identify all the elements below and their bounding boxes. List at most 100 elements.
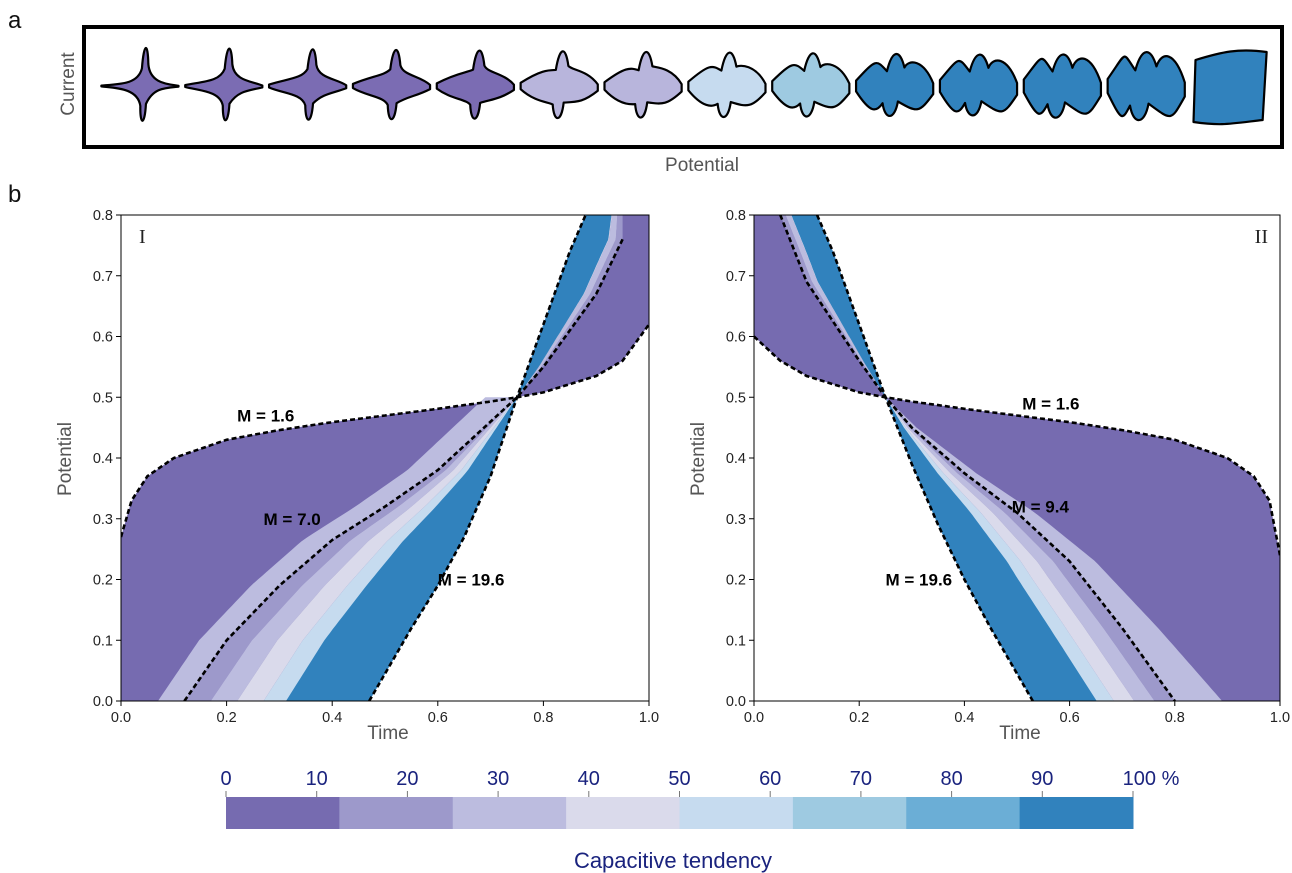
band-lower [885,397,1175,701]
colorbar-tick-label: 0 [220,768,231,790]
x-tick-label: 0.2 [217,710,237,726]
panel-a-y-label: Current [58,52,79,116]
y-tick-label: 0.2 [726,573,746,589]
cv-shape [267,48,348,121]
y-tick-label: 0.6 [726,330,746,346]
y-tick-label: 0.2 [93,573,113,589]
band-lower [885,397,1135,701]
colorbar-segment [906,797,1021,829]
x-tick-label: 1.0 [1270,710,1290,726]
colorbar-tick-label: 10 [306,768,328,790]
colorbar-segment [679,797,794,829]
cv-shape [351,48,432,121]
y-axis-label: Potential [55,422,76,496]
colorbar-tick-label: 100 % [1123,768,1180,790]
cv-shape [435,49,516,120]
x-axis-label: Time [999,723,1041,744]
panel-roman-label: II [1255,226,1268,248]
y-axis-label: Potential [688,422,709,496]
colorbar-segment [226,797,340,829]
band-core-upper [517,215,612,398]
colorbar-segment [792,797,907,829]
band-upper [780,215,886,398]
colorbar-tick-label: 30 [487,768,509,790]
cv-shape [1022,53,1103,119]
cv-shape [771,52,851,118]
cv-shape [1192,49,1268,126]
colorbar-tick-label: 90 [1031,768,1053,790]
y-tick-label: 0.1 [726,633,746,649]
x-tick-label: 0.2 [849,710,869,726]
series-line-2 [183,238,624,701]
band-lower [885,397,1114,701]
band-lower [210,397,518,701]
cv-shape [603,50,683,119]
curve-label: M = 19.6 [438,571,505,590]
region-purple-lower [885,397,1280,701]
cv-shape [1106,51,1186,122]
panel-a-letter: a [8,7,22,34]
y-tick-label: 0.4 [726,451,746,467]
colorbar-segment [339,797,454,829]
y-tick-label: 0.8 [93,208,113,224]
series-line-1 [754,335,1280,556]
series-line-3 [368,215,587,701]
x-tick-label: 0.8 [1165,710,1185,726]
series-line-2 [779,215,1176,701]
band-lower [263,397,517,701]
colorbar-segment [1019,797,1134,829]
y-tick-label: 0.5 [726,390,746,406]
colorbar-title: Capacitive tendency [574,848,772,873]
x-tick-label: 1.0 [639,710,659,726]
panel-a-x-label: Potential [665,155,739,176]
band-lower [184,397,517,701]
y-tick-label: 0.3 [93,512,113,528]
y-tick-label: 0.3 [726,512,746,528]
plot-area [754,215,1280,701]
colorbar-tick-label: 80 [940,768,962,790]
panel-b-letter: b [8,181,21,208]
x-tick-label: 0.0 [744,710,764,726]
x-tick-label: 0.0 [111,710,131,726]
x-axis-label: Time [367,723,409,744]
y-tick-label: 0.5 [93,390,113,406]
band-core-lower [885,397,1097,701]
panel-roman-label: I [139,226,146,248]
curve-label: M = 7.0 [264,510,321,529]
band-core-upper [791,215,886,398]
cv-shape [687,51,767,119]
y-tick-label: 0.0 [726,694,746,710]
colorbar-segment [452,797,567,829]
colorbar-tick-label: 60 [759,768,781,790]
cv-shapes-row [100,46,1268,126]
band-lower [237,397,517,701]
series-line-1 [121,323,649,538]
x-tick-label: 0.6 [1060,710,1080,726]
curve-label: M = 9.4 [1012,498,1070,517]
cv-shape [100,46,180,122]
cv-shape [184,47,264,122]
panel-a-frame [82,25,1284,149]
chart-panel-I: 0.0 0.2 0.4 0.6 0.8 1.0 0.0 0.1 0.2 0.3 0.4 0.5 0.6 0… [55,208,659,744]
plot-area [121,215,649,701]
y-tick-label: 0.4 [93,451,113,467]
cv-shape [938,53,1019,117]
chart-panel-II: 0.0 0.2 0.4 0.6 0.8 1.0 0.0 0.1 0.2 0.3 0.4 0.5 0.6 0… [688,208,1290,744]
x-tick-label: 0.4 [954,710,974,726]
curve-label: M = 1.6 [237,407,294,426]
colorbar: 0 10 20 30 40 50 60 70 80 90 100 % [220,768,1180,829]
y-tick-label: 0.6 [93,330,113,346]
y-tick-label: 0.7 [93,269,113,285]
cv-shape [519,50,599,120]
band-fringe [158,397,517,701]
colorbar-tick-label: 40 [578,768,600,790]
curve-label: M = 19.6 [886,571,953,590]
y-tick-label: 0.0 [93,694,113,710]
band-core-lower [286,397,517,701]
curve-label: M = 1.6 [1022,394,1079,413]
y-tick-label: 0.7 [726,269,746,285]
y-tick-label: 0.8 [726,208,746,224]
x-tick-label: 0.8 [533,710,553,726]
colorbar-tick-label: 50 [668,768,690,790]
